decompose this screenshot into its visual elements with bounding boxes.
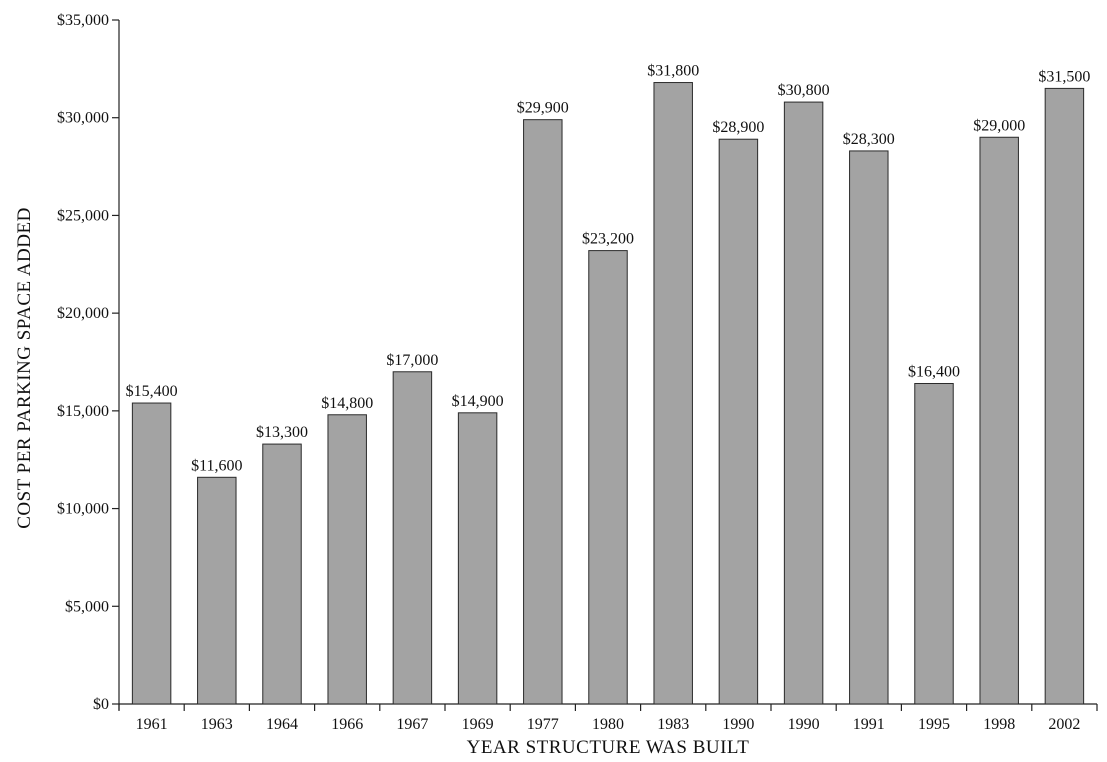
bar-value-label: $23,200 <box>582 231 634 248</box>
x-tick-label: 1990 <box>722 716 754 733</box>
bar <box>783 101 824 705</box>
bar <box>197 476 237 705</box>
x-tick-label: 1969 <box>462 716 494 733</box>
bar <box>718 138 759 705</box>
bar-value-label: $16,400 <box>908 363 960 380</box>
x-axis-title: YEAR STRUCTURE WAS BUILT <box>467 737 750 758</box>
bar <box>588 250 628 705</box>
y-tick-label: $10,000 <box>57 501 109 518</box>
bars <box>131 82 1085 705</box>
y-tick-label: $15,000 <box>57 403 109 420</box>
bar <box>849 150 889 705</box>
bar-value-label: $31,800 <box>647 63 699 80</box>
y-tick-label: $25,000 <box>57 207 109 224</box>
bar <box>914 382 954 705</box>
y-tick-label: $5,000 <box>65 598 109 615</box>
bar <box>457 412 498 705</box>
x-tick-label: 2002 <box>1048 716 1080 733</box>
x-tick-label: 1998 <box>983 716 1015 733</box>
x-axis: 1961 1963 1964 1966 1967 1969 1977 1980 1983 1990… <box>118 703 1098 733</box>
x-tick-label: 1995 <box>918 716 950 733</box>
bar <box>979 136 1019 705</box>
y-tick-label: $20,000 <box>57 305 109 322</box>
x-tick-label: 1990 <box>788 716 820 733</box>
x-tick-label: 1977 <box>527 716 559 733</box>
bar-value-label: $28,300 <box>843 131 895 148</box>
x-tick-label: 1967 <box>396 716 428 733</box>
bar <box>327 414 367 705</box>
bar-value-label: $28,900 <box>712 119 764 136</box>
bar-value-label: $14,900 <box>452 393 504 410</box>
bar-value-label: $30,800 <box>778 82 830 99</box>
x-tick-label: 1983 <box>657 716 689 733</box>
bar-value-label: $17,000 <box>386 352 438 369</box>
bar <box>262 443 302 705</box>
y-tick-label: $35,000 <box>57 12 109 29</box>
bar-value-label: $15,400 <box>126 383 178 400</box>
bar <box>131 402 172 705</box>
y-axis-title: COST PER PARKING SPACE ADDED <box>14 207 35 529</box>
bar-value-label: $14,800 <box>321 395 373 412</box>
x-tick-label: 1964 <box>266 716 298 733</box>
bar <box>392 371 433 705</box>
bar <box>1044 87 1085 705</box>
y-axis: $0 $5,000 $10,000 $15,000 $20,000 $25,000 $30,… <box>57 12 120 713</box>
bar-value-label: $31,500 <box>1038 68 1090 85</box>
bar-value-label: $13,300 <box>256 424 308 441</box>
bar <box>653 82 693 705</box>
bar <box>523 119 563 705</box>
x-tick-label: 1966 <box>331 716 363 733</box>
y-tick-label: $0 <box>93 696 109 713</box>
y-tick-label: $30,000 <box>57 110 109 127</box>
bar-value-label: $29,900 <box>517 100 569 117</box>
data-labels: $15,400 $11,600 $13,300 $14,800 $17,000 $14,9… <box>126 63 1091 475</box>
x-tick-label: 1963 <box>201 716 233 733</box>
bar-value-label: $29,000 <box>973 117 1025 134</box>
x-tick-label: 1991 <box>853 716 885 733</box>
bar-value-label: $11,600 <box>191 457 242 474</box>
x-tick-label: 1961 <box>136 716 168 733</box>
x-tick-label: 1980 <box>592 716 624 733</box>
